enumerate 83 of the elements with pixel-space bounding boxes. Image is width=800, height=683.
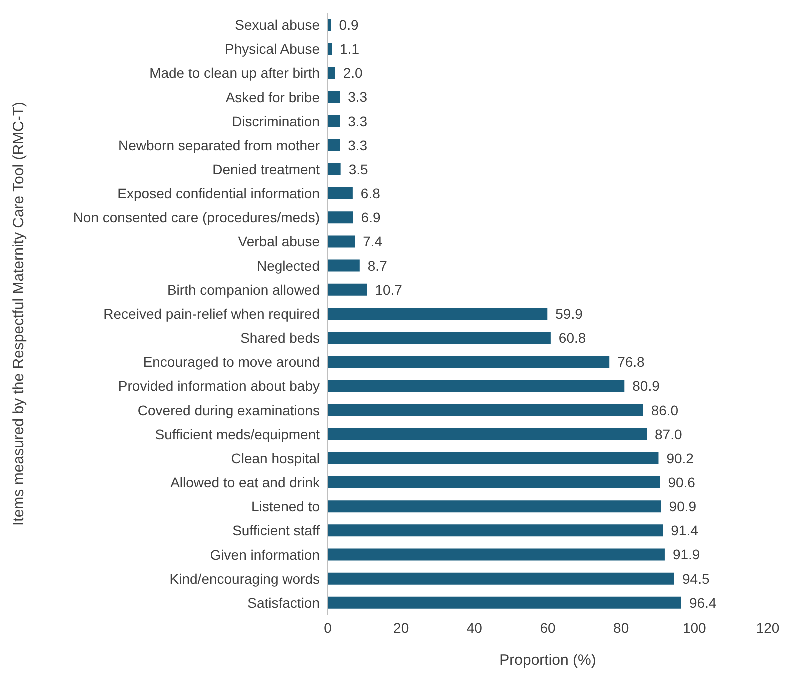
bar: [328, 284, 368, 296]
bar: [328, 548, 665, 561]
x-tick-label: 60: [540, 620, 556, 636]
x-axis-title: Proportion (%): [500, 652, 596, 669]
data-label: 0.9: [339, 16, 359, 33]
data-label: 60.8: [558, 330, 586, 346]
y-tick-label: Clean hospital: [231, 450, 320, 466]
y-tick-label: Encouraged to move around: [143, 354, 320, 370]
x-tick-label: 80: [614, 620, 630, 636]
bar: [328, 308, 548, 320]
bar: [328, 524, 664, 537]
y-tick-label: Shared beds: [240, 330, 320, 346]
y-tick-label: Made to clean up after birth: [150, 65, 320, 82]
bar: [328, 260, 360, 272]
y-axis-title: Items measured by the Respectful Maternity Care Tool (RMC-T): [10, 102, 28, 526]
bar: [328, 188, 353, 200]
bar: [328, 452, 659, 464]
data-label: 8.7: [368, 258, 388, 274]
x-tick-label: 40: [466, 620, 483, 636]
y-tick-label: Newborn separated from mother: [118, 137, 320, 154]
data-label: 80.9: [632, 378, 660, 394]
data-label: 3.3: [348, 113, 368, 130]
data-label: 96.4: [689, 594, 717, 611]
bar: [328, 236, 356, 248]
data-label: 3.3: [348, 89, 368, 106]
bar: [328, 404, 644, 416]
y-tick-label: Non consented care (procedures/meds): [73, 210, 320, 226]
y-tick-label: Denied treatment: [212, 161, 320, 178]
x-tick-label: 0: [324, 620, 332, 636]
y-tick-label: Discrimination: [232, 113, 320, 130]
data-label: 91.9: [672, 546, 700, 563]
y-tick-label: Provided information about baby: [118, 378, 320, 394]
y-tick-label: Verbal abuse: [238, 234, 320, 250]
data-label: 94.5: [682, 570, 710, 587]
data-label: 3.3: [348, 137, 368, 154]
bar: [328, 596, 682, 609]
x-tick-label: 100: [682, 620, 707, 636]
y-tick-label: Kind/encouraging words: [170, 570, 320, 587]
data-label: 90.9: [669, 498, 697, 515]
bar: [328, 572, 674, 585]
x-tick-label: 20: [394, 620, 410, 636]
bar: [328, 380, 625, 392]
bar: [328, 476, 660, 489]
y-tick-label: Birth companion allowed: [167, 282, 320, 298]
data-label: 59.9: [556, 306, 584, 322]
bar: [328, 212, 354, 224]
data-label: 3.5: [348, 161, 369, 178]
data-label: 87.0: [655, 426, 682, 442]
bar: [328, 500, 662, 513]
y-tick-label: Asked for bribe: [226, 89, 320, 106]
y-tick-label: Listened to: [252, 498, 320, 515]
y-tick-label: Given information: [210, 546, 320, 563]
data-label: 86.0: [651, 402, 679, 418]
data-label: 7.4: [363, 234, 383, 250]
y-tick-label: Sexual abuse: [235, 17, 320, 34]
bar: [328, 163, 341, 176]
y-tick-label: Received pain-relief when required: [104, 306, 320, 322]
bar: [328, 356, 610, 368]
data-label: 90.6: [668, 474, 696, 490]
bar: [328, 428, 647, 440]
data-label: 2.0: [343, 65, 364, 82]
data-label: 90.2: [666, 450, 694, 466]
x-tick-label: 120: [756, 620, 780, 636]
y-tick-label: Satisfaction: [248, 594, 320, 611]
bar: [328, 115, 340, 128]
bar: [328, 332, 551, 344]
data-label: 1.1: [340, 41, 360, 58]
bar: [328, 91, 340, 104]
bar: [328, 19, 332, 31]
bar: [328, 139, 340, 152]
data-label: 6.9: [361, 210, 381, 226]
y-tick-label: Exposed confidential information: [118, 186, 320, 202]
y-tick-label: Neglected: [256, 258, 320, 274]
bar: [328, 67, 336, 80]
y-tick-label: Physical Abuse: [225, 41, 320, 58]
data-label: 6.8: [360, 186, 381, 202]
y-tick-label: Allowed to eat and drink: [170, 474, 321, 491]
y-tick-label: Sufficient staff: [232, 522, 320, 539]
y-tick-label: Covered during examinations: [138, 402, 320, 418]
data-label: 76.8: [618, 354, 646, 370]
y-tick-label: Sufficient meds/equipment: [155, 426, 320, 442]
data-label: 91.4: [671, 522, 699, 539]
data-label: 10.7: [375, 282, 403, 298]
